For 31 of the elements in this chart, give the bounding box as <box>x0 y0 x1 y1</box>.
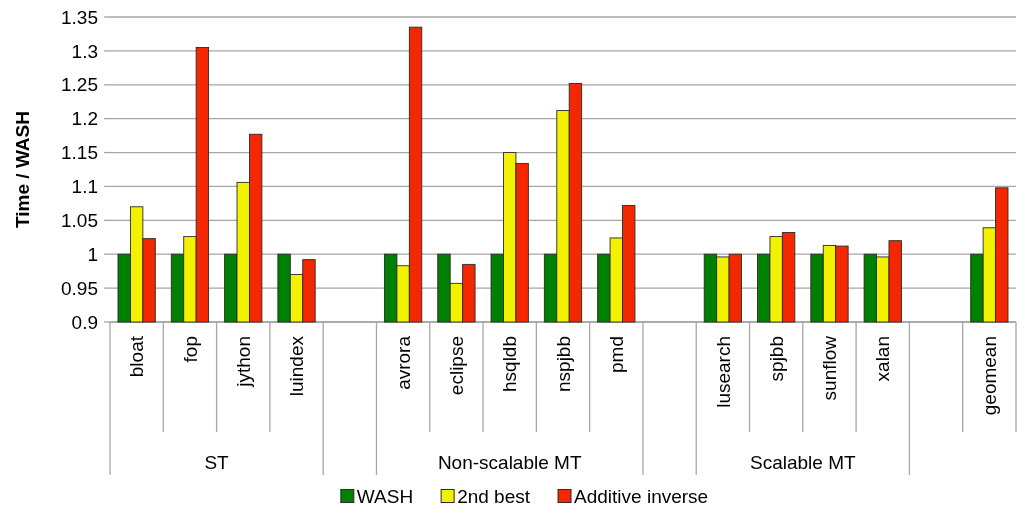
legend-label: WASH <box>356 485 414 507</box>
x-tick-label: spjbb <box>765 336 787 382</box>
text: Scalable MT <box>750 451 857 473</box>
y-tick-label: 1 <box>87 243 98 265</box>
x-tick-label: jython <box>232 336 254 388</box>
x-tick-label: bloat <box>126 335 148 378</box>
legend-label: Additive inverse <box>574 485 709 507</box>
y-tick-label: 1.1 <box>71 176 98 198</box>
x-tick-label: luindex <box>286 335 308 397</box>
x-tick-label: eclipse <box>446 336 468 396</box>
x-tick-label: avrora <box>392 335 414 390</box>
legend-label: 2nd best <box>457 485 531 507</box>
x-tick-label: geomean <box>979 336 1000 416</box>
x-tick-label: sunflow <box>819 335 841 401</box>
y-tick-label: 1.2 <box>71 108 98 130</box>
y-tick-label: 0.95 <box>61 277 98 299</box>
x-tick-label: nspjbb <box>552 336 574 392</box>
text: Non-scalable MT <box>437 451 582 473</box>
text: ST <box>204 451 230 473</box>
y-tick-label: 1.15 <box>61 142 98 164</box>
x-tick-label: fop <box>179 336 201 363</box>
x-tick-label: hsqldb <box>499 336 521 392</box>
x-tick-label: pmd <box>605 336 627 373</box>
x-tick-label: lusearch <box>712 336 734 408</box>
y-tick-label: 0.9 <box>71 311 98 333</box>
y-tick-label: 1.25 <box>61 74 98 96</box>
y-tick-label: 1.3 <box>71 40 98 62</box>
y-tick-label: 1.35 <box>61 6 98 28</box>
y-tick-label: 1.05 <box>61 209 98 231</box>
x-tick-label: xalan <box>872 336 894 382</box>
y-axis-title: Time / WASH <box>11 111 33 228</box>
